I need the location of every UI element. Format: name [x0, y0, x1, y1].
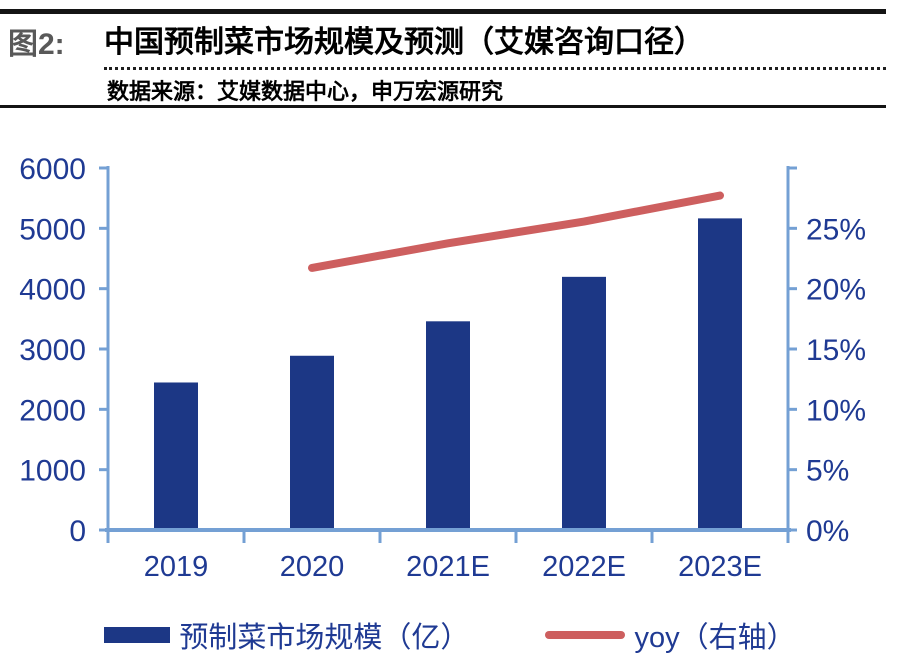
- bar-2019: [154, 382, 198, 530]
- axis-labels: 0 1000 2000 3000 4000 5000 6000 0% 5% 10% 15% 20% 25…: [19, 153, 866, 583]
- left-tick-label: 0: [69, 515, 86, 548]
- x-tick-label: 2020: [280, 551, 345, 583]
- right-tick-label: 15%: [806, 334, 866, 367]
- legend-label-yoy: yoy（右轴）: [634, 622, 796, 654]
- left-tick-label: 6000: [19, 153, 86, 186]
- data-source: 数据来源：艾媒数据中心，申万宏源研究: [107, 79, 504, 104]
- right-tick-label: 20%: [806, 274, 866, 307]
- line-swatch: [545, 631, 626, 639]
- legend-item-market-size: 预制菜市场规模（亿）: [104, 614, 469, 656]
- header-bottom-divider: [0, 105, 886, 108]
- dotted-divider: [104, 67, 886, 70]
- legend-item-yoy: yoy（右轴）: [545, 614, 796, 656]
- left-tick-label: 1000: [19, 455, 86, 488]
- x-tick-label: 2023E: [678, 551, 762, 583]
- top-divider: [0, 9, 886, 14]
- x-tick-label: 2019: [144, 551, 209, 583]
- x-tick-label: 2022E: [542, 551, 626, 583]
- right-tick-label: 0%: [806, 515, 849, 548]
- chart-legend: 预制菜市场规模（亿） yoy（右轴）: [0, 614, 900, 656]
- bars: [154, 218, 742, 530]
- axes: [99, 166, 797, 543]
- left-tick-label: 2000: [19, 394, 86, 427]
- bar-2022E: [562, 276, 606, 530]
- left-tick-label: 5000: [19, 213, 86, 246]
- right-tick-label: 5%: [806, 455, 849, 488]
- right-tick-label: 10%: [806, 394, 866, 427]
- legend-label-market-size: 预制菜市场规模（亿）: [179, 622, 470, 654]
- yoy-line: [308, 191, 724, 272]
- figure-title: 中国预制菜市场规模及预测（艾媒咨询口径）: [104, 26, 704, 59]
- bar-2021E: [426, 321, 470, 530]
- right-tick-label: 25%: [806, 213, 866, 246]
- left-tick-label: 4000: [19, 274, 86, 307]
- x-tick-label: 2021E: [406, 551, 490, 583]
- bar-2020: [290, 355, 334, 530]
- bar-2023E: [698, 218, 742, 530]
- bar-swatch: [104, 627, 171, 643]
- left-tick-label: 3000: [19, 334, 86, 367]
- figure-number: 图2:: [8, 28, 65, 61]
